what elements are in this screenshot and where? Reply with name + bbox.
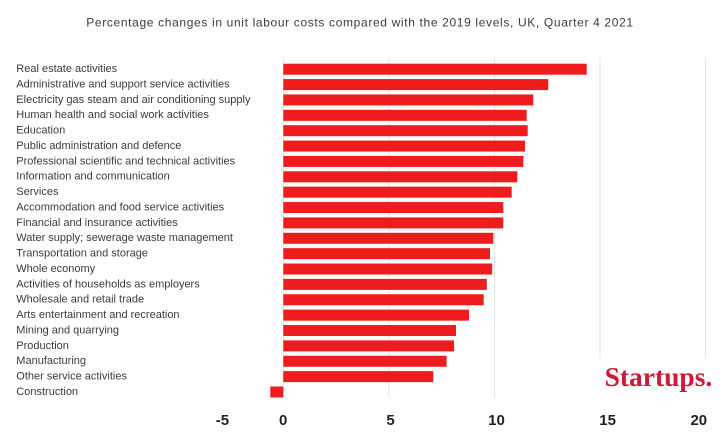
- svg-text:10: 10: [488, 412, 505, 429]
- svg-text:Water supply; sewerage waste m: Water supply; sewerage waste management: [16, 232, 233, 244]
- svg-text:5: 5: [386, 412, 394, 429]
- svg-text:Manufacturing: Manufacturing: [16, 355, 86, 367]
- svg-text:Startups.: Startups.: [605, 361, 713, 392]
- svg-text:Services: Services: [16, 186, 59, 198]
- svg-text:Transportation and storage: Transportation and storage: [16, 248, 148, 260]
- svg-text:Percentage changes in unit lab: Percentage changes in unit labour costs …: [86, 16, 633, 30]
- svg-text:Arts entertainment and recreat: Arts entertainment and recreation: [16, 309, 179, 321]
- svg-text:Administrative and support ser: Administrative and support service activ…: [16, 78, 230, 90]
- svg-text:Education: Education: [16, 125, 65, 137]
- svg-text:Information and communication: Information and communication: [16, 171, 169, 183]
- svg-text:Human health and social work a: Human health and social work activities: [16, 109, 209, 121]
- svg-text:-5: -5: [216, 412, 229, 429]
- svg-text:Financial and insurance activi: Financial and insurance activities: [16, 217, 178, 229]
- svg-text:Accommodation and food service: Accommodation and food service activitie…: [16, 201, 224, 213]
- svg-text:Electricity gas steam and air: Electricity gas steam and air conditioni…: [16, 94, 251, 106]
- svg-text:Professional scientific and te: Professional scientific and technical ac…: [16, 155, 235, 167]
- svg-text:Other service activities: Other service activities: [16, 371, 127, 383]
- svg-text:0: 0: [279, 412, 287, 429]
- svg-text:Real estate activities: Real estate activities: [16, 63, 117, 75]
- svg-text:Public administration and defe: Public administration and defence: [16, 140, 181, 152]
- svg-text:Construction: Construction: [16, 386, 78, 398]
- svg-text:Mining and quarrying: Mining and quarrying: [16, 324, 119, 336]
- svg-text:Wholesale and retail trade: Wholesale and retail trade: [16, 294, 144, 306]
- svg-text:20: 20: [690, 412, 707, 429]
- svg-text:Production: Production: [16, 340, 69, 352]
- svg-text:Whole economy: Whole economy: [16, 263, 95, 275]
- svg-text:Activities of households as em: Activities of households as employers: [16, 278, 200, 290]
- svg-text:15: 15: [599, 412, 616, 429]
